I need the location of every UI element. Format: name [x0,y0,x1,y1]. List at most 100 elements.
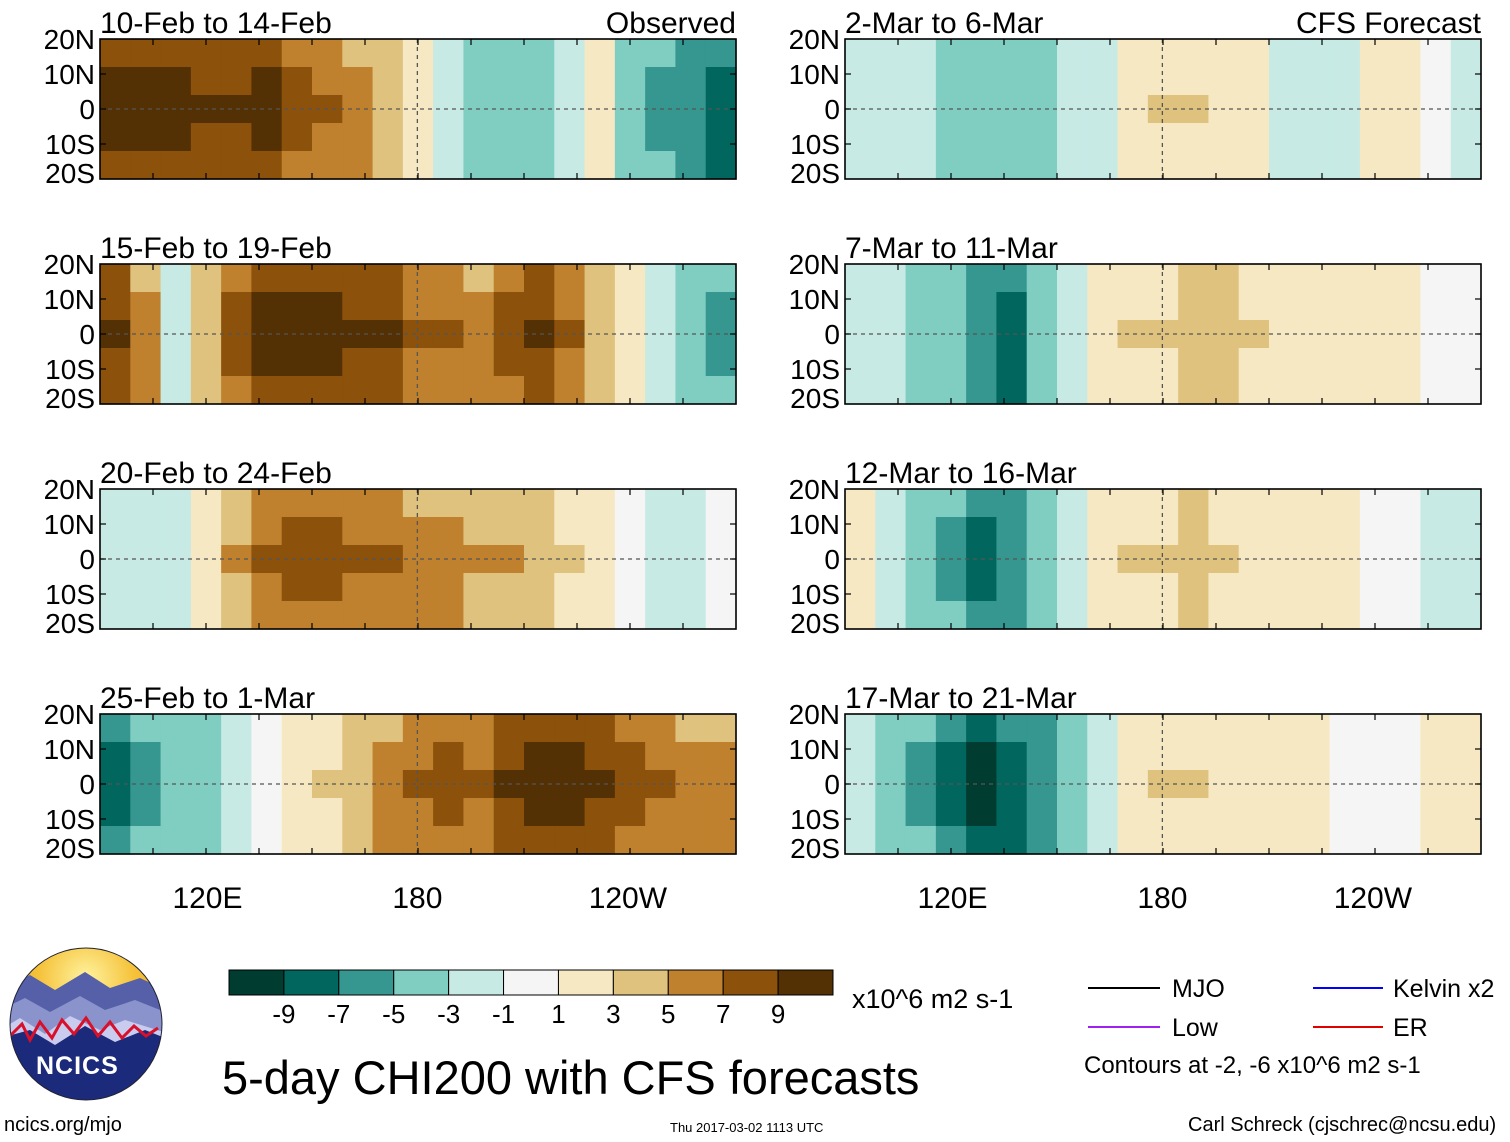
data-cell [996,714,1028,743]
y-tick-label: 10S [790,579,840,610]
data-cell [705,517,737,546]
data-cell [1178,123,1210,152]
footer-url: ncics.org/mjo [4,1114,122,1136]
data-cell [312,264,343,293]
data-cell [905,348,937,377]
data-cell [402,292,434,321]
data-cell [493,123,525,152]
data-cell [1117,376,1149,405]
data-cell [281,573,313,602]
data-cell [524,151,555,180]
data-cell [1450,123,1482,152]
data-cell [493,573,525,602]
data-cell [1299,489,1331,518]
data-cell [1329,348,1361,377]
data-cell [1299,573,1331,602]
data-cell [1026,573,1058,602]
data-cell [1087,292,1119,321]
data-cell [433,714,465,743]
data-cell [433,292,465,321]
data-cell [190,348,222,377]
y-tick-label: 20N [44,474,95,505]
data-cell [645,573,677,602]
data-cell [160,573,192,602]
data-cell [190,67,222,96]
data-cell [905,601,937,630]
data-cell [966,798,998,827]
data-cell [130,601,162,630]
y-tick-label: 10N [44,509,95,540]
data-cell [524,798,555,827]
data-cell [1359,742,1391,771]
data-cell [463,67,495,96]
data-cell [875,489,907,518]
data-cell [190,123,222,152]
data-cell [221,714,253,743]
y-tick-label: 20S [790,158,840,189]
data-cell [1238,123,1270,152]
y-tick-label: 20S [790,833,840,864]
data-cell [160,601,192,630]
data-cell [463,573,495,602]
data-cell [1390,348,1422,377]
data-cell [1147,67,1179,96]
data-cell [1026,601,1058,630]
y-tick-label: 20S [790,383,840,414]
data-cell [996,489,1028,518]
data-cell [100,39,131,68]
data-cell [372,348,404,377]
data-cell [433,489,465,518]
data-cell [1117,489,1149,518]
y-tick-label: 10S [790,804,840,835]
data-cell [845,67,876,96]
data-cell [584,292,616,321]
data-cell [554,67,586,96]
data-cell [100,573,131,602]
data-cell [614,348,646,377]
data-cell [342,798,374,827]
y-tick-label: 10N [44,734,95,765]
data-cell [1390,292,1422,321]
data-cell [935,67,967,96]
data-cell [463,151,495,180]
colorbar-tick-label: -3 [437,999,460,1029]
data-cell [1208,714,1240,743]
data-cell [935,123,967,152]
data-cell [160,292,192,321]
data-cell [935,292,967,321]
data-cell [966,376,998,405]
data-cell [251,376,283,405]
data-cell [524,714,555,743]
data-cell [221,67,253,96]
data-cell [845,376,876,405]
data-cell [1238,39,1270,68]
data-cell [281,376,313,405]
data-cell [1299,376,1331,405]
data-cell [845,826,876,855]
data-cell [1420,67,1452,96]
data-cell [996,573,1028,602]
data-cell [1238,67,1270,96]
data-cell [130,264,162,293]
data-cell [1087,264,1119,293]
data-cell [1208,376,1240,405]
x-tick-label: 120W [589,882,668,915]
data-cell [1269,151,1300,180]
data-cell [463,489,495,518]
panel-period-label: 2-Mar to 6-Mar [845,7,1043,40]
data-cell [1057,714,1088,743]
data-cell [463,826,495,855]
data-cell [1299,798,1331,827]
data-cell [1026,151,1058,180]
data-cell [1147,573,1179,602]
data-cell [554,798,586,827]
data-cell [1390,714,1422,743]
data-cell [1057,39,1088,68]
data-cell [554,39,586,68]
data-cell [100,264,131,293]
data-cell [312,292,343,321]
y-tick-label: 10S [45,129,95,160]
